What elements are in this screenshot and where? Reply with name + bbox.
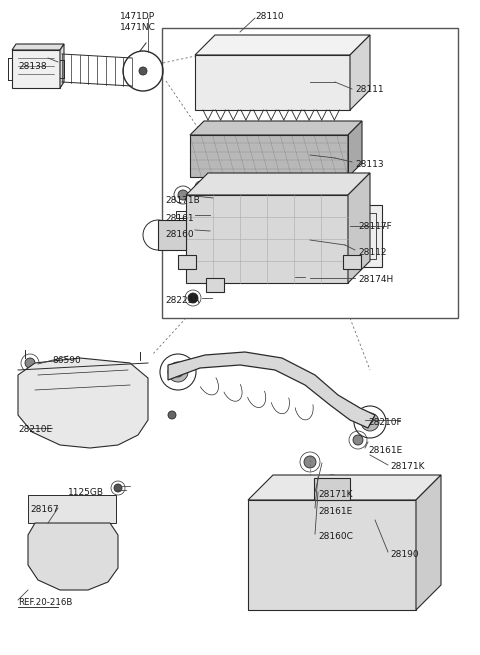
Text: 28161E: 28161E: [318, 507, 352, 516]
Circle shape: [188, 293, 198, 303]
Text: 28161E: 28161E: [368, 446, 402, 455]
Text: 28174H: 28174H: [358, 275, 393, 284]
Circle shape: [176, 223, 190, 237]
Circle shape: [168, 362, 188, 382]
Text: 28210E: 28210E: [18, 425, 52, 434]
Polygon shape: [158, 220, 186, 250]
Polygon shape: [195, 35, 370, 55]
Text: 28171B: 28171B: [165, 196, 200, 205]
Bar: [336, 213, 376, 259]
Circle shape: [353, 435, 363, 445]
Bar: [176, 211, 190, 218]
Text: 28138: 28138: [18, 62, 47, 71]
Circle shape: [64, 550, 80, 566]
Text: 28171K: 28171K: [390, 462, 424, 471]
Text: 28160: 28160: [165, 230, 193, 239]
Polygon shape: [60, 44, 64, 88]
Circle shape: [348, 258, 356, 266]
Polygon shape: [248, 500, 416, 610]
Text: 28210F: 28210F: [368, 418, 402, 427]
Polygon shape: [248, 475, 441, 500]
Text: 28171K: 28171K: [318, 490, 352, 499]
Polygon shape: [195, 55, 350, 110]
Text: 28161: 28161: [165, 214, 193, 223]
Text: 28223A: 28223A: [165, 296, 200, 305]
Polygon shape: [348, 173, 370, 283]
Polygon shape: [186, 173, 370, 195]
Polygon shape: [168, 352, 375, 428]
Text: 28113: 28113: [355, 160, 384, 169]
Circle shape: [361, 413, 379, 431]
Polygon shape: [178, 255, 196, 269]
Text: 1471NC: 1471NC: [120, 23, 156, 32]
Circle shape: [303, 483, 317, 497]
Text: 28110: 28110: [255, 12, 284, 21]
Circle shape: [54, 540, 90, 576]
Text: REF.20-216B: REF.20-216B: [18, 598, 72, 607]
Circle shape: [304, 456, 316, 468]
Text: 28112: 28112: [358, 248, 386, 257]
Circle shape: [25, 358, 35, 368]
Bar: [162, 28, 458, 318]
Circle shape: [195, 181, 207, 193]
Circle shape: [183, 258, 191, 266]
Text: 28190: 28190: [390, 550, 419, 559]
Polygon shape: [206, 278, 224, 292]
Polygon shape: [348, 121, 362, 177]
Polygon shape: [350, 35, 370, 110]
Polygon shape: [190, 121, 362, 135]
Polygon shape: [314, 478, 350, 500]
Text: 1125GB: 1125GB: [68, 488, 104, 497]
Bar: [28, 495, 116, 523]
Text: 28167: 28167: [30, 505, 59, 514]
Polygon shape: [12, 44, 64, 50]
Polygon shape: [416, 475, 441, 610]
Circle shape: [114, 484, 122, 492]
Polygon shape: [12, 50, 60, 88]
Polygon shape: [190, 135, 348, 177]
Circle shape: [173, 367, 183, 377]
Bar: [330, 205, 382, 267]
Circle shape: [332, 181, 344, 193]
Text: 86590: 86590: [52, 356, 81, 365]
Polygon shape: [186, 195, 348, 283]
Text: 28117F: 28117F: [358, 222, 392, 231]
Polygon shape: [343, 255, 361, 269]
Text: 28111: 28111: [355, 85, 384, 94]
Circle shape: [87, 405, 97, 415]
Circle shape: [211, 281, 219, 289]
Circle shape: [139, 67, 147, 75]
Polygon shape: [28, 523, 118, 590]
Text: 28160C: 28160C: [318, 532, 353, 541]
Circle shape: [168, 411, 176, 419]
Bar: [302, 475, 318, 482]
Polygon shape: [18, 358, 148, 448]
Text: 1471DP: 1471DP: [120, 12, 155, 21]
Circle shape: [178, 190, 188, 200]
